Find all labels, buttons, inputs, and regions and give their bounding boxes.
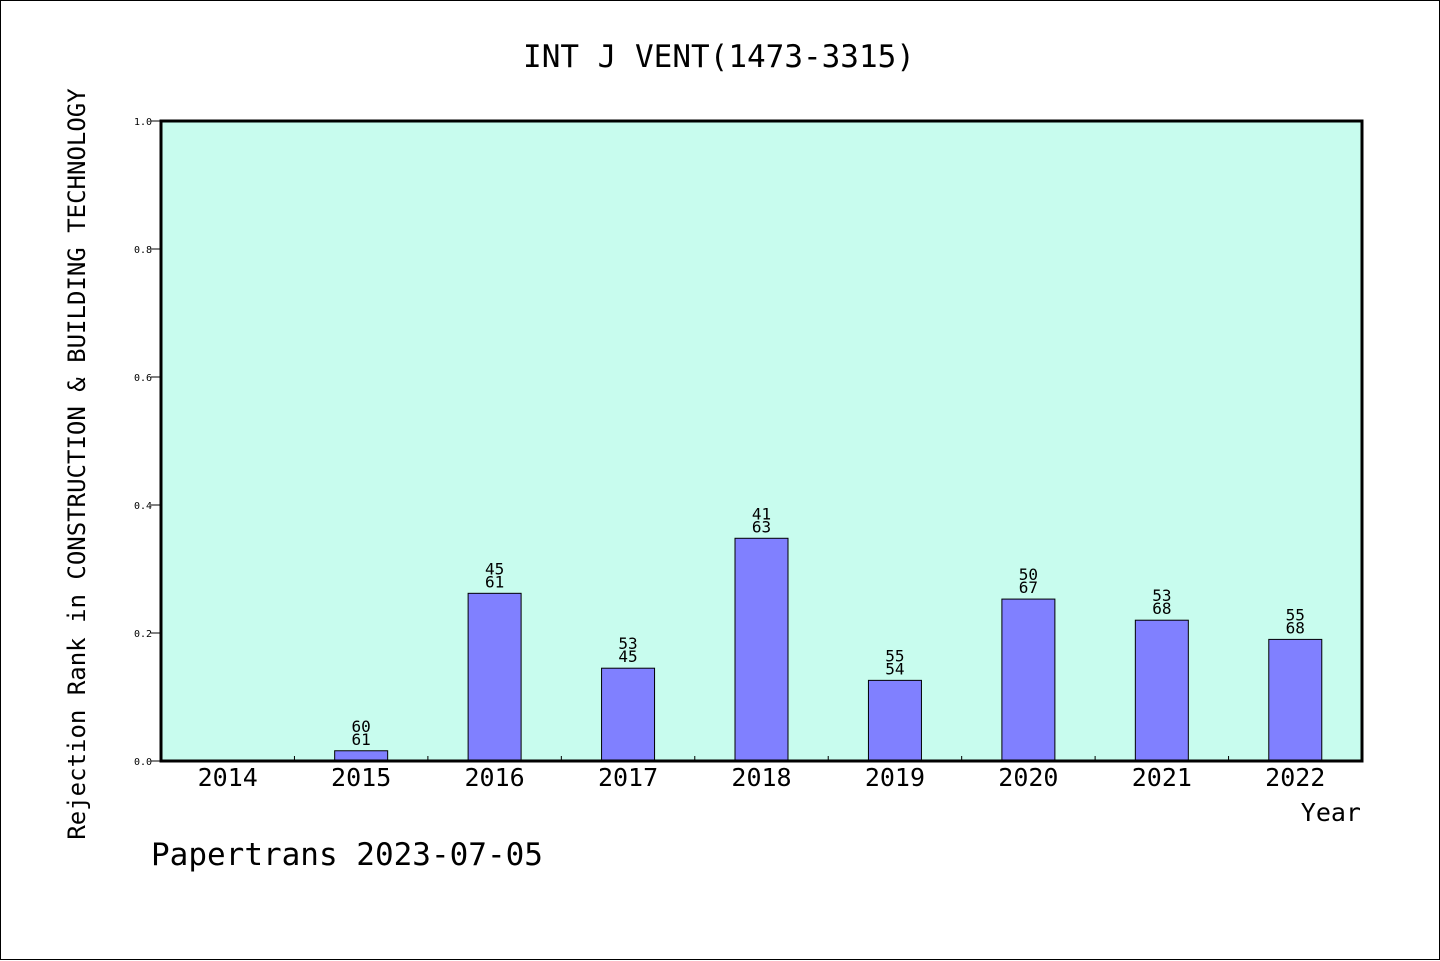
bar-label-bottom: 68 bbox=[1152, 599, 1171, 618]
footer-text: Papertrans 2023-07-05 bbox=[151, 837, 543, 873]
bar-label-bottom: 45 bbox=[618, 647, 637, 666]
bar-label-top: 55 bbox=[1286, 605, 1305, 624]
bar-label-top: 53 bbox=[618, 634, 637, 653]
bar-2020 bbox=[1001, 598, 1056, 762]
plot-border bbox=[159, 119, 1364, 763]
bar-label-top: 50 bbox=[1019, 565, 1038, 584]
y-tick-label: 0.0 bbox=[134, 757, 152, 768]
bar-label-bottom: 63 bbox=[752, 517, 771, 536]
y-axis-label: Rejection Rank in CONSTRUCTION & BUILDIN… bbox=[63, 88, 91, 840]
bar-label-top: 45 bbox=[485, 559, 504, 578]
bar-label-top: 60 bbox=[352, 717, 371, 736]
x-axis: 2014 2015 2016 2017 2018 2019 2020 2021 2022 bbox=[198, 756, 1325, 792]
bar-2019 bbox=[867, 679, 922, 762]
x-tick-label: 2017 bbox=[598, 763, 658, 792]
y-tick-label: 0.4 bbox=[134, 501, 152, 512]
x-tick-label: 2015 bbox=[331, 763, 391, 792]
x-tick-label: 2021 bbox=[1132, 763, 1192, 792]
bar-2018 bbox=[734, 537, 789, 762]
x-axis-label: Year bbox=[1301, 798, 1361, 827]
bar-label-bottom: 68 bbox=[1286, 618, 1305, 637]
bar-2016 bbox=[467, 592, 522, 762]
y-tick-label: 0.6 bbox=[134, 373, 152, 384]
y-tick-label: 0.8 bbox=[134, 245, 152, 256]
bar-label-bottom: 61 bbox=[352, 730, 371, 749]
bar-label-bottom: 67 bbox=[1019, 578, 1038, 597]
x-tick-label: 2018 bbox=[731, 763, 791, 792]
x-tick-label: 2019 bbox=[865, 763, 925, 792]
x-tick-label: 2022 bbox=[1265, 763, 1325, 792]
bar-2015 bbox=[334, 750, 389, 762]
bar-2021 bbox=[1134, 619, 1189, 762]
bar-label-top: 55 bbox=[885, 646, 904, 665]
y-tick-label: 0.2 bbox=[134, 629, 152, 640]
x-tick-label: 2014 bbox=[198, 763, 258, 792]
x-tick-label: 2020 bbox=[998, 763, 1058, 792]
chart-title: INT J VENT(1473-3315) bbox=[523, 39, 915, 75]
bar-label-bottom: 54 bbox=[885, 659, 904, 678]
y-tick-label: 1.0 bbox=[134, 117, 152, 128]
y-axis: 0.0 0.2 0.4 0.6 0.8 1.0 bbox=[134, 117, 161, 768]
x-tick-label: 2016 bbox=[465, 763, 525, 792]
bars-group bbox=[334, 537, 1323, 762]
bar-2017 bbox=[601, 667, 656, 762]
bar-2022 bbox=[1268, 638, 1323, 762]
bar-label-top: 53 bbox=[1152, 586, 1171, 605]
bar-label-bottom: 61 bbox=[485, 572, 504, 591]
bar-label-top: 41 bbox=[752, 504, 771, 523]
